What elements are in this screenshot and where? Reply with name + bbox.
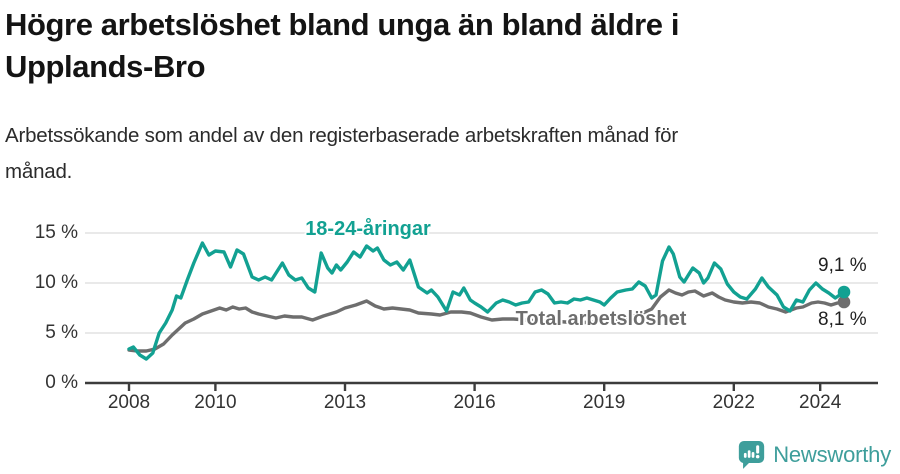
newsworthy-logo-icon (739, 441, 765, 469)
series-line-18-24 (127, 241, 846, 361)
series-line-total (127, 288, 846, 353)
newsworthy-logo-text: Newsworthy (773, 441, 891, 467)
series-end-dot-total (837, 295, 851, 309)
chart-title-line2: Upplands-Bro (5, 49, 206, 84)
chart-subtitle: Arbetssökande som andel av den registerb… (5, 118, 875, 190)
chart-subtitle-line2: månad. (5, 160, 73, 183)
series-end-dot-18-24 (837, 285, 851, 299)
chart-title-line1: Högre arbetslöshet bland unga än bland ä… (5, 7, 680, 42)
chart-title: Högre arbetslöshet bland unga än bland ä… (5, 4, 875, 88)
chart-subtitle-line1: Arbetssökande som andel av den registerb… (5, 124, 678, 147)
newsworthy-logo[interactable]: Newsworthy (738, 440, 891, 469)
